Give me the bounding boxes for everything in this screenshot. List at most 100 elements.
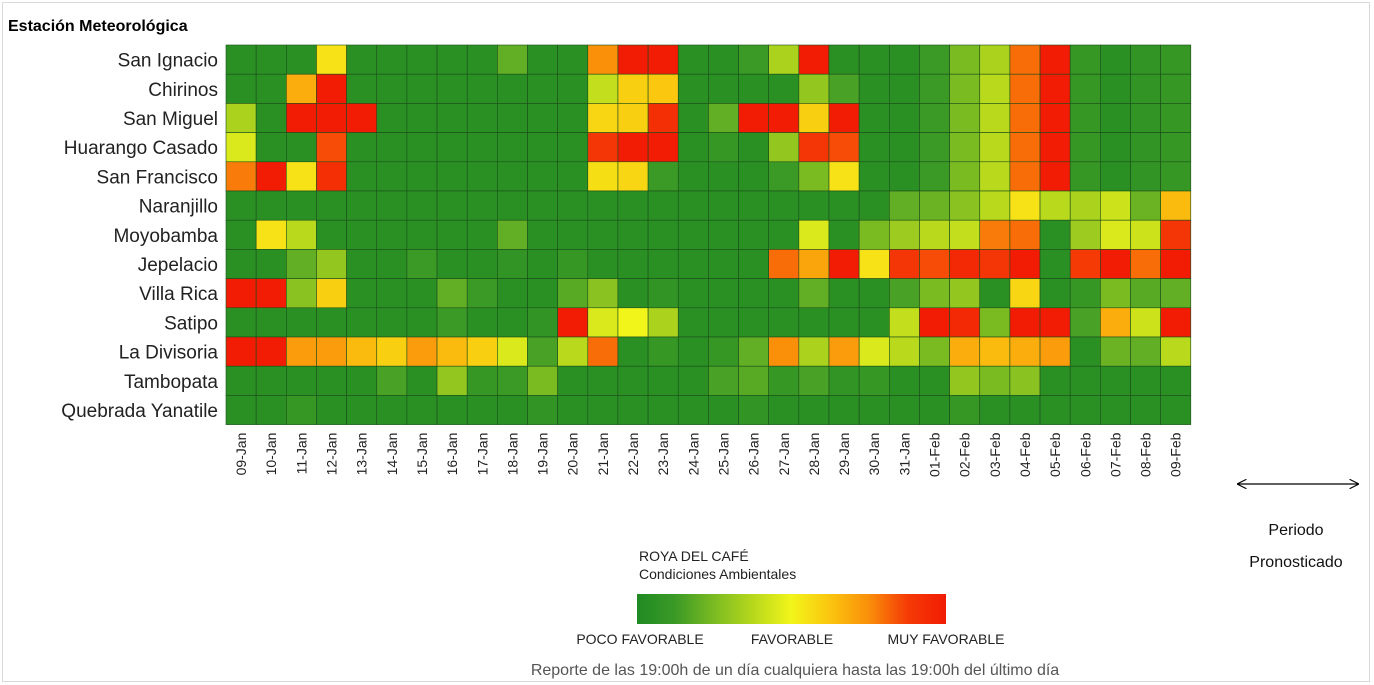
heatmap-cell — [768, 132, 800, 163]
heatmap-cell — [617, 44, 649, 75]
heatmap-cell — [527, 336, 558, 367]
heatmap-cell — [527, 395, 558, 425]
chart-title: Estación Meteorológica — [8, 18, 188, 35]
heatmap-cell — [1069, 307, 1101, 338]
row-label: Moyobamba — [113, 226, 218, 247]
heatmap-cell — [617, 161, 649, 192]
heatmap-cell — [919, 132, 950, 163]
heatmap-cell — [888, 307, 920, 338]
heatmap-cell — [285, 44, 317, 75]
legend-label-high: MUY FAVORABLE — [888, 631, 1005, 647]
heatmap-cell — [858, 249, 890, 279]
heatmap-cell — [828, 336, 860, 367]
heatmap-cell — [1069, 249, 1101, 279]
legend-subtitle: Condiciones Ambientales — [639, 566, 796, 582]
heatmap-cell — [798, 219, 830, 250]
heatmap-cell — [346, 44, 378, 75]
heatmap-cell — [858, 161, 890, 192]
heatmap-cell — [708, 44, 739, 75]
heatmap-cell — [738, 249, 769, 279]
heatmap-cell — [828, 307, 860, 338]
heatmap-cell — [677, 161, 709, 192]
heatmap-cell — [1130, 278, 1161, 309]
heatmap-cell — [406, 132, 438, 163]
heatmap-cell — [1160, 249, 1192, 279]
heatmap-cell — [1039, 365, 1071, 396]
heatmap-cell — [255, 336, 287, 367]
heatmap-cell — [587, 395, 619, 425]
heatmap-cell — [376, 103, 408, 133]
heatmap-cell — [768, 161, 800, 192]
heatmap-cell — [647, 219, 679, 250]
heatmap-cell — [828, 219, 860, 250]
heatmap-cell — [436, 307, 468, 338]
heatmap-cell — [647, 278, 679, 309]
heatmap-cell — [466, 103, 498, 133]
column-tick-label: 22-Jan — [625, 433, 641, 476]
column-tick-label: 30-Jan — [866, 433, 882, 476]
heatmap-cell — [1100, 365, 1131, 396]
heatmap-cell — [1160, 161, 1192, 192]
heatmap-cell — [225, 336, 257, 367]
heatmap-cell — [225, 249, 257, 279]
heatmap-cell — [557, 103, 589, 133]
heatmap-cell — [1160, 336, 1192, 367]
heatmap-cell — [1069, 365, 1101, 396]
heatmap-cell — [828, 44, 860, 75]
heatmap-cell — [738, 278, 769, 309]
heatmap-cell — [798, 365, 830, 396]
heatmap-cell — [1009, 190, 1041, 221]
heatmap-cell — [406, 336, 438, 367]
heatmap-cell — [919, 219, 950, 250]
column-tick-label: 18-Jan — [504, 433, 520, 476]
heatmap-cell — [466, 278, 498, 309]
heatmap-cell — [316, 278, 347, 309]
column-tick-label: 10-Jan — [263, 433, 279, 476]
heatmap-cell — [888, 44, 920, 75]
heatmap-cell — [587, 365, 619, 396]
heatmap-cell — [316, 190, 347, 221]
row-label: Jepelacio — [138, 255, 218, 276]
heatmap-cell — [768, 103, 800, 133]
heatmap-cell — [225, 278, 257, 309]
heatmap-cell — [1069, 395, 1101, 425]
heatmap-cell — [527, 190, 558, 221]
heatmap-cell — [376, 365, 408, 396]
heatmap-cell — [738, 365, 769, 396]
heatmap-cell — [768, 365, 800, 396]
column-tick-label: 04-Feb — [1017, 432, 1033, 477]
heatmap-cell — [647, 73, 679, 104]
heatmap-cell — [1069, 132, 1101, 163]
column-tick-label: 15-Jan — [414, 433, 430, 476]
heatmap-cell — [557, 190, 589, 221]
heatmap-cell — [587, 161, 619, 192]
heatmap-cell — [316, 365, 347, 396]
heatmap-cell — [1069, 44, 1101, 75]
row-label: Naranjillo — [139, 197, 218, 218]
heatmap-cell — [285, 395, 317, 425]
heatmap-cell — [798, 336, 830, 367]
heatmap-cell — [1130, 249, 1161, 279]
heatmap-cell — [919, 395, 950, 425]
heatmap-cell — [1100, 161, 1131, 192]
heatmap-cell — [888, 365, 920, 396]
heatmap-cell — [557, 132, 589, 163]
heatmap-cell — [888, 132, 920, 163]
heatmap-cell — [647, 365, 679, 396]
heatmap-cell — [949, 395, 981, 425]
heatmap-cell — [1130, 190, 1161, 221]
heatmap-cell — [587, 278, 619, 309]
heatmap-cell — [1100, 73, 1131, 104]
heatmap-cell — [1130, 307, 1161, 338]
heatmap-cell — [738, 44, 769, 75]
heatmap-cell — [1069, 73, 1101, 104]
heatmap-cell — [979, 103, 1011, 133]
heatmap-cell — [708, 365, 739, 396]
heatmap-cell — [376, 336, 408, 367]
row-label: San Miguel — [123, 109, 218, 130]
heatmap-cell — [708, 307, 739, 338]
heatmap-cell — [436, 44, 468, 75]
heatmap-cell — [1009, 395, 1041, 425]
heatmap-cell — [708, 395, 739, 425]
heatmap-cell — [858, 44, 890, 75]
